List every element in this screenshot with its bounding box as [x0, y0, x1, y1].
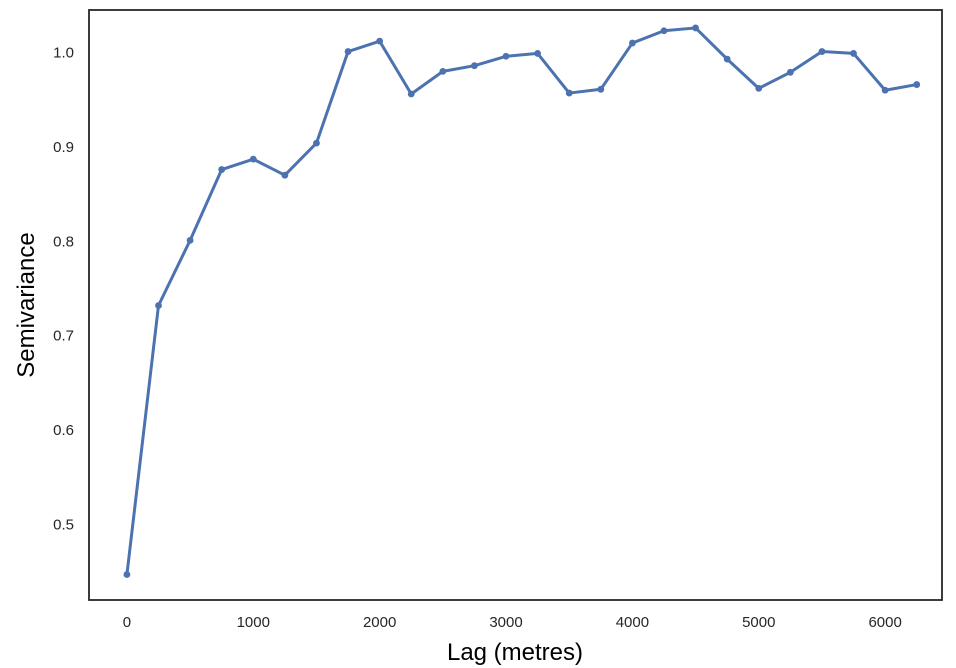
x-tick-label: 5000 [742, 614, 775, 631]
x-tick-label: 0 [123, 614, 131, 631]
data-point [881, 86, 889, 94]
data-point [123, 571, 131, 578]
data-point [565, 89, 573, 97]
data-point [407, 90, 415, 98]
x-tick-label: 1000 [237, 614, 270, 631]
data-point [471, 62, 478, 70]
y-tick-label: 0.8 [53, 233, 74, 250]
data-point [660, 27, 668, 35]
data-point [344, 48, 352, 55]
y-tick-label: 0.5 [53, 516, 74, 533]
data-point [755, 84, 763, 92]
data-point [502, 52, 510, 60]
x-tick-label: 4000 [616, 614, 649, 631]
series-layer [123, 24, 921, 578]
data-point [155, 302, 162, 309]
data-point [249, 155, 257, 163]
plot-frame [88, 9, 943, 601]
data-point [439, 67, 447, 75]
y-tick-label: 0.6 [53, 422, 74, 439]
y-tick-label: 0.9 [53, 139, 74, 156]
data-point [913, 81, 921, 88]
x-tick-label: 6000 [868, 614, 901, 631]
data-point [186, 236, 194, 244]
data-point [850, 50, 857, 57]
data-point [723, 55, 731, 63]
data-point [281, 171, 289, 179]
y-axis-ticks: 0.5 0.6 0.7 0.8 0.9 1.0 [53, 44, 74, 533]
data-point [376, 37, 384, 45]
data-point [313, 139, 320, 147]
y-axis-label: Semivariance [13, 232, 40, 377]
data-point [818, 48, 826, 55]
x-tick-label: 3000 [489, 614, 522, 631]
x-tick-label: 2000 [363, 614, 396, 631]
data-point [628, 39, 636, 47]
y-tick-label: 1.0 [53, 44, 74, 61]
y-tick-label: 0.7 [53, 328, 74, 345]
plot-background [89, 10, 942, 600]
x-axis-label: Lag (metres) [447, 639, 583, 666]
data-point [692, 24, 699, 32]
x-axis-ticks: 0 1000 2000 3000 4000 5000 6000 [123, 614, 902, 631]
data-point [786, 68, 794, 76]
series-line [125, 26, 919, 577]
data-point [218, 166, 226, 173]
data-point [597, 85, 605, 93]
data-point [534, 50, 542, 57]
